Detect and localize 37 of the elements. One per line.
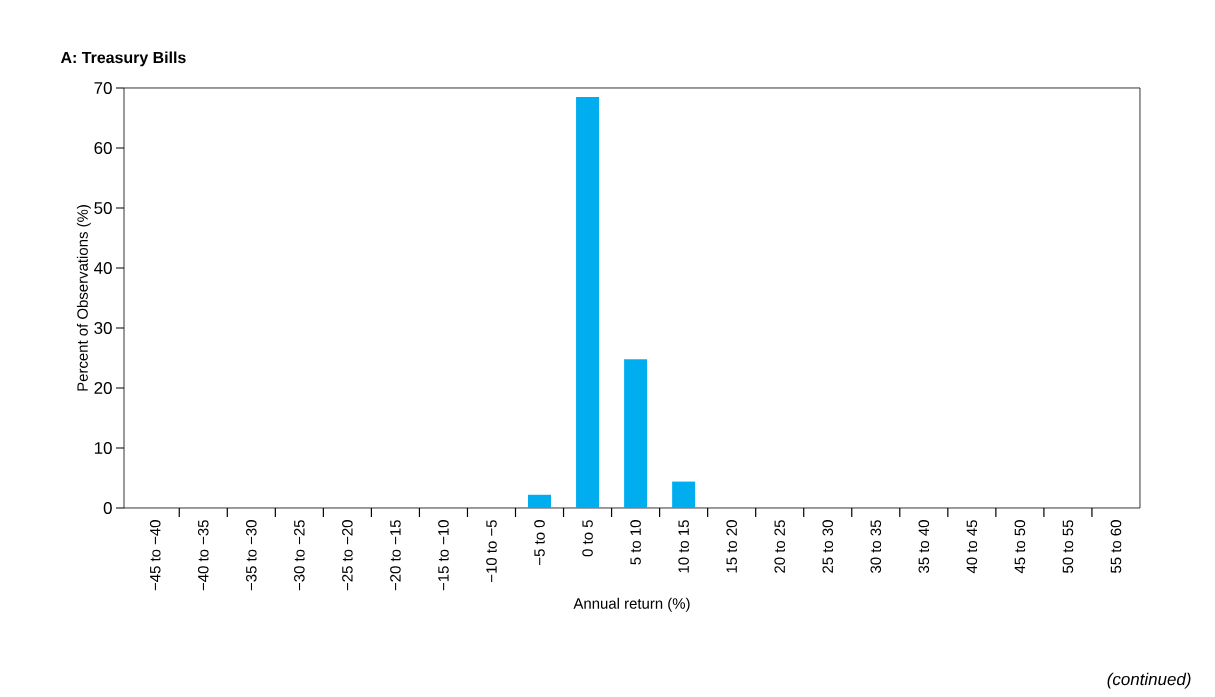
x-tick-label: −30 to −25 — [294, 520, 305, 591]
x-tick-label: 35 to 40 — [918, 520, 930, 573]
text: (continued) — [1107, 672, 1191, 689]
bar — [624, 359, 648, 508]
x-tick-label: 10 to 15 — [678, 520, 689, 573]
y-tick-label: 70 — [94, 81, 112, 94]
x-tick-label: −40 to −35 — [197, 520, 209, 591]
bar — [672, 481, 696, 508]
y-tick-label: 0 — [103, 501, 112, 514]
y-tick-label: 30 — [94, 321, 112, 334]
chart-title: A: Treasury Bills — [60, 51, 186, 67]
x-tick-label: −5 to 0 — [534, 520, 545, 565]
x-tick-label: −35 to −30 — [246, 520, 257, 591]
y-tick-label: 50 — [94, 201, 112, 214]
x-tick-label: 40 to 45 — [966, 520, 978, 574]
bar — [528, 494, 552, 508]
y-tick-label: 40 — [94, 261, 112, 274]
x-tick-label: 50 to 55 — [1062, 520, 1074, 573]
x-tick-label: −25 to −20 — [342, 520, 353, 591]
x-tick-label: 15 to 20 — [726, 520, 737, 573]
x-tick-label: 55 to 60 — [1110, 520, 1122, 573]
bar — [576, 96, 600, 508]
y-axis-title: Percent of Observations (%) — [76, 205, 91, 391]
x-tick-label: −45 to −40 — [149, 520, 161, 591]
y-tick-label: 10 — [94, 441, 112, 454]
x-tick-label: −10 to −5 — [486, 520, 497, 582]
x-tick-label: 25 to 30 — [822, 520, 834, 573]
x-tick-label: 0 to 5 — [582, 520, 593, 557]
x-tick-label: −15 to −10 — [438, 520, 449, 591]
x-tick-label: 45 to 50 — [1014, 520, 1026, 574]
x-tick-label: 20 to 25 — [774, 520, 785, 573]
y-tick-label: 20 — [94, 381, 112, 394]
x-tick-label: 30 to 35 — [870, 520, 882, 573]
x-axis-title: Annual return (%) — [573, 597, 690, 612]
y-tick-label: 60 — [94, 141, 112, 154]
x-tick-label: −20 to −15 — [390, 520, 401, 591]
x-tick-label: 5 to 10 — [630, 520, 641, 565]
